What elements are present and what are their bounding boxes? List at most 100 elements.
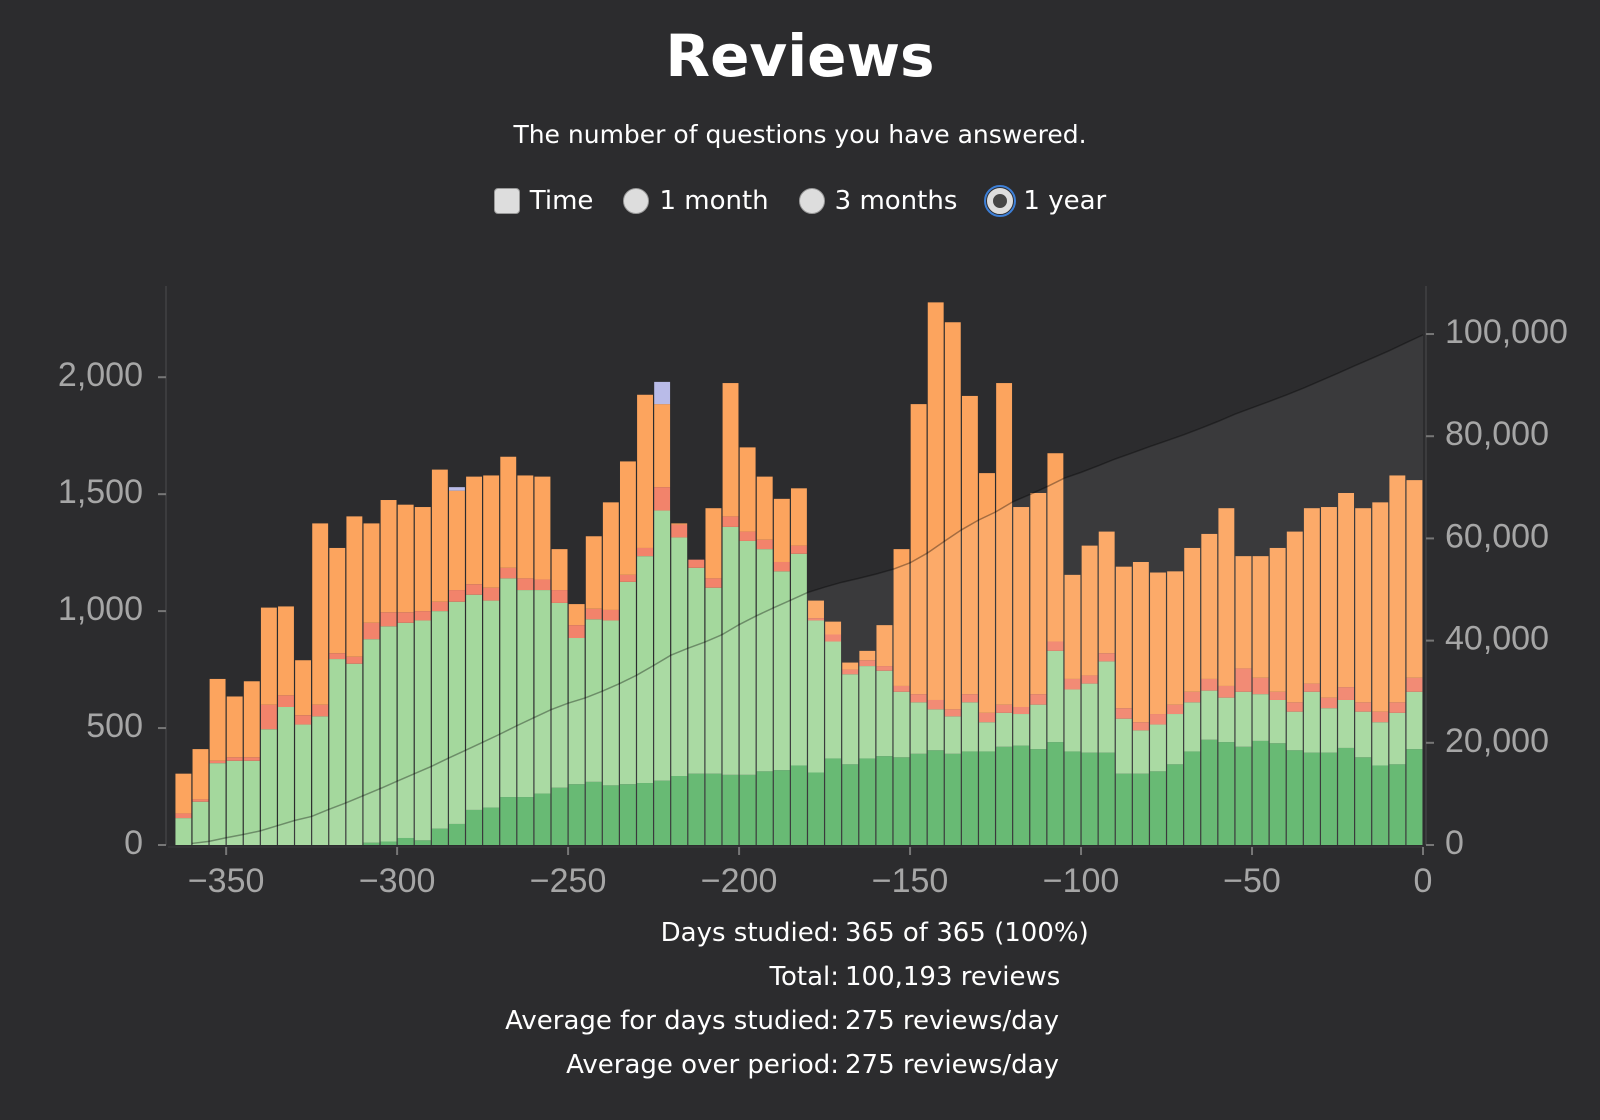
bar-segment	[1252, 740, 1269, 845]
bar-segment	[1115, 773, 1132, 845]
bar-segment	[1303, 752, 1320, 845]
radio-option[interactable]: 3 months	[798, 186, 958, 216]
bar-segment	[1355, 757, 1372, 845]
radio[interactable]	[984, 185, 1017, 217]
bar-segment	[1235, 691, 1252, 747]
bar-segment	[517, 590, 534, 798]
bar-segment	[961, 395, 978, 695]
bar-segment	[808, 600, 824, 619]
bar-segment	[722, 774, 739, 845]
bar-segment	[1064, 689, 1081, 752]
radio[interactable]	[623, 188, 650, 214]
bar-segment	[825, 758, 842, 845]
bar-segment	[1167, 704, 1184, 715]
bar-segment	[568, 638, 585, 785]
bar-segment	[1269, 743, 1286, 845]
checkbox-label[interactable]: Time	[529, 186, 594, 216]
bar-segment	[397, 622, 414, 838]
bar-segment	[1047, 641, 1064, 651]
bar-segment	[1064, 678, 1081, 690]
bar-segment	[1389, 702, 1406, 713]
bar-segment	[1013, 714, 1030, 746]
bar-segment	[449, 590, 465, 602]
bar-segment	[637, 556, 653, 784]
bar-segment	[654, 404, 671, 488]
bar-segment	[568, 625, 585, 639]
bar-segment	[1030, 704, 1047, 750]
bar-segment	[483, 587, 500, 601]
bar-segment	[329, 547, 346, 654]
bar-segment	[500, 456, 517, 568]
time-checkbox[interactable]: Time	[493, 186, 594, 216]
bar-segment	[1047, 453, 1064, 642]
bar-segment	[551, 549, 568, 591]
bar-segment	[944, 322, 961, 710]
bar-segment	[534, 793, 551, 845]
radio-option[interactable]: 1 month	[623, 186, 769, 216]
stat-label: Average over period:	[566, 1050, 839, 1080]
bar-segment	[517, 797, 534, 845]
y-tick-label: 0	[124, 824, 143, 862]
cumulative-area	[191, 334, 1423, 845]
bar-segment	[602, 502, 619, 610]
bar-segment	[243, 681, 260, 758]
bar-segment	[1047, 650, 1064, 743]
bar-segment	[1218, 508, 1235, 686]
bar-segment	[739, 531, 756, 541]
x-tick-label: −250	[530, 862, 607, 900]
stat-label: Average for days studied:	[505, 1006, 839, 1036]
radio-option[interactable]: 1 year	[984, 185, 1107, 217]
bar-segment	[363, 523, 380, 623]
bar-segment	[1013, 707, 1030, 715]
bar-segment	[790, 488, 807, 546]
bar-segment	[944, 716, 961, 754]
bar-segment	[1389, 475, 1406, 703]
bar-segment	[893, 757, 910, 845]
bar-segment	[1081, 545, 1098, 676]
bar-segment	[842, 669, 859, 675]
bar-segment	[1098, 752, 1115, 845]
bar-segment	[790, 765, 807, 845]
y-tick-label: 1,000	[58, 590, 143, 628]
x-tick-label: −200	[701, 862, 778, 900]
bar-segment	[842, 674, 859, 765]
bar-segment	[466, 809, 483, 845]
bar-segment	[808, 618, 824, 621]
bar-segment	[688, 559, 705, 568]
controls: Time 1 month 3 months 1 year	[0, 185, 1600, 217]
bar-segment	[312, 716, 329, 845]
bar-segment	[1406, 480, 1423, 678]
bar-segment	[585, 619, 602, 782]
bar-segment	[1372, 711, 1389, 723]
radio-label[interactable]: 1 month	[659, 186, 769, 216]
bar-segment	[226, 757, 243, 761]
bar-segment	[773, 770, 790, 845]
bar-segment	[192, 801, 209, 845]
bar-segment	[226, 760, 243, 845]
bar-segment	[1150, 724, 1166, 772]
radio[interactable]	[798, 188, 825, 214]
bar-segment	[1286, 711, 1303, 751]
bar-segment	[671, 523, 688, 525]
bar-segment	[1303, 683, 1320, 692]
bar-segment	[1286, 750, 1303, 845]
radio-label[interactable]: 1 year	[1023, 186, 1107, 216]
bar-segment	[1338, 492, 1355, 688]
bar-segment	[705, 508, 722, 579]
bar-segment	[278, 707, 294, 845]
bar-segment	[466, 584, 483, 595]
bar-segment	[1321, 507, 1337, 698]
radio-label[interactable]: 3 months	[834, 186, 958, 216]
bar-segment	[893, 691, 910, 758]
bar-segment	[722, 383, 739, 517]
bar-segment	[397, 837, 414, 845]
bar-segment	[705, 578, 722, 588]
bar-segment	[1252, 694, 1269, 741]
checkbox[interactable]	[493, 188, 520, 214]
bar-segment	[1286, 531, 1303, 703]
bar-segment	[175, 813, 192, 819]
bar-segment	[654, 510, 671, 781]
bar-segment	[1030, 749, 1047, 845]
bar-segment	[483, 475, 500, 588]
